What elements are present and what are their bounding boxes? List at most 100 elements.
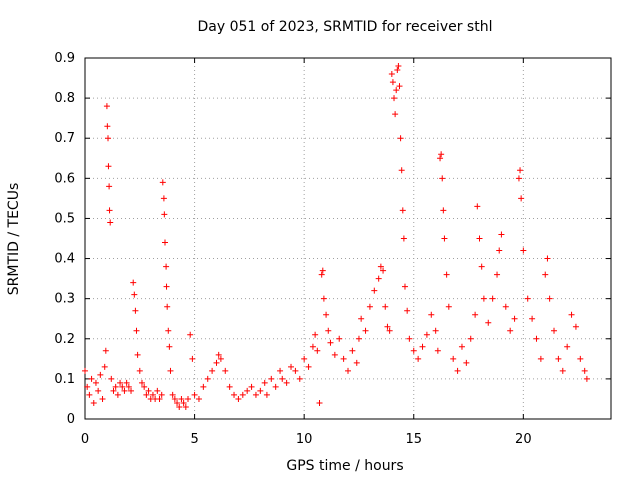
data-point: [263, 391, 270, 398]
data-point: [131, 291, 138, 298]
data-point: [319, 267, 326, 274]
data-point: [163, 263, 170, 270]
x-tick-label: 10: [296, 432, 313, 447]
data-point: [106, 207, 113, 214]
data-point: [92, 379, 99, 386]
data-point: [268, 375, 275, 382]
data-point: [279, 375, 286, 382]
data-point: [191, 391, 198, 398]
y-tick-label: 0.7: [54, 131, 75, 146]
data-point: [498, 231, 505, 238]
data-point: [577, 355, 584, 362]
data-point: [450, 355, 457, 362]
y-tick-label: 0: [67, 412, 75, 427]
data-point: [149, 391, 156, 398]
data-point: [159, 179, 166, 186]
data-point: [138, 379, 145, 386]
data-point: [393, 87, 400, 94]
data-point: [169, 391, 176, 398]
data-point: [88, 375, 95, 382]
data-point: [345, 367, 351, 374]
data-point: [404, 307, 411, 314]
data-point: [107, 219, 114, 226]
data-point: [517, 167, 524, 174]
data-point: [178, 395, 185, 402]
data-point: [323, 311, 330, 318]
data-point: [392, 111, 399, 118]
data-point: [132, 307, 139, 314]
x-axis: 0 5 10 15 20: [81, 58, 532, 447]
data-point: [226, 383, 233, 390]
data-point: [171, 395, 178, 402]
y-tick-label: 0.4: [54, 252, 75, 267]
data-point: [389, 79, 396, 86]
data-point: [401, 283, 408, 290]
data-point: [394, 67, 401, 74]
data-point: [261, 379, 268, 386]
x-axis-label: GPS time / hours: [286, 458, 403, 474]
data-point: [252, 391, 259, 398]
data-point: [581, 367, 588, 374]
data-point: [494, 271, 501, 278]
data-point: [160, 195, 167, 202]
data-point: [320, 295, 327, 302]
data-point: [101, 363, 108, 370]
data-point: [384, 323, 391, 330]
data-point: [130, 279, 137, 286]
data-point: [95, 387, 102, 394]
x-tick-label: 0: [81, 432, 89, 447]
data-point: [445, 303, 452, 310]
data-point: [438, 151, 445, 158]
data-point: [551, 327, 558, 334]
data-point: [105, 163, 112, 170]
data-point: [97, 371, 104, 378]
y-tick-label: 0.8: [54, 91, 75, 106]
y-tick-label: 0.9: [54, 51, 75, 66]
data-point: [358, 315, 365, 322]
data-point: [108, 375, 115, 382]
data-point: [318, 271, 325, 278]
data-point: [454, 367, 461, 374]
data-point: [458, 343, 465, 350]
data-point: [434, 347, 441, 354]
data-point: [82, 367, 88, 374]
data-point: [410, 347, 417, 354]
data-point: [312, 331, 319, 338]
data-point: [583, 375, 590, 382]
data-point: [353, 359, 360, 366]
data-point: [572, 323, 579, 330]
y-tick-label: 0.6: [54, 171, 75, 186]
data-point: [507, 327, 514, 334]
data-point: [439, 175, 446, 182]
data-point: [217, 355, 224, 362]
data-point: [145, 387, 152, 394]
data-point: [511, 315, 518, 322]
data-point: [90, 399, 97, 406]
data-point: [489, 295, 496, 302]
data-point: [167, 367, 174, 374]
data-point: [432, 327, 439, 334]
data-point: [524, 295, 531, 302]
data-point: [213, 359, 220, 366]
data-point: [215, 351, 222, 358]
data-point: [395, 63, 402, 70]
data-point: [398, 167, 405, 174]
data-point: [542, 271, 549, 278]
data-point: [485, 319, 492, 326]
data-point: [204, 375, 211, 382]
data-point: [377, 263, 384, 270]
data-point: [568, 311, 575, 318]
x-tick-label: 15: [405, 432, 422, 447]
data-point: [301, 355, 308, 362]
data-point: [239, 391, 246, 398]
data-point: [400, 235, 407, 242]
data-point: [134, 351, 141, 358]
data-point: [467, 335, 474, 342]
data-point: [125, 383, 132, 390]
data-point: [396, 83, 403, 90]
data-point: [176, 403, 183, 410]
data-point: [336, 335, 343, 342]
data-point: [559, 367, 566, 374]
data-point: [166, 343, 173, 350]
data-point: [533, 335, 540, 342]
